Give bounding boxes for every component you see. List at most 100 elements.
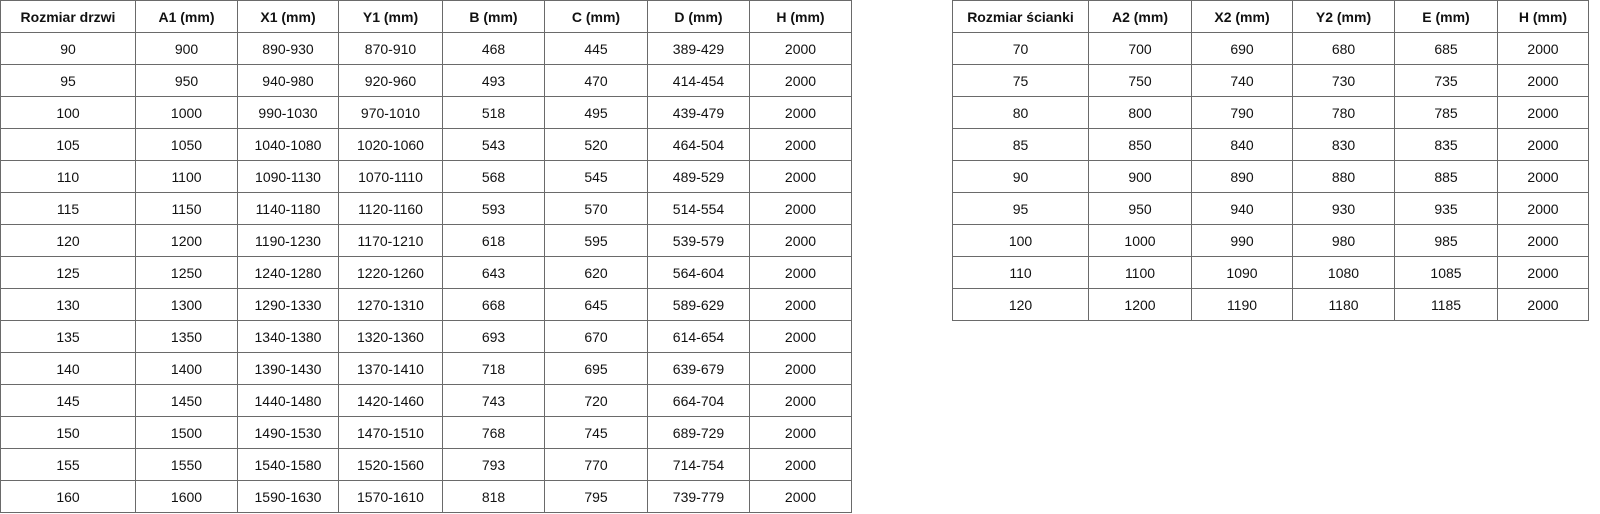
table-cell: 620 bbox=[544, 256, 648, 289]
table-cell: 160 bbox=[0, 480, 136, 513]
table-row: 160 1600 1590-1630 1570-1610 818 795 739-779 20… bbox=[0, 480, 852, 513]
table-cell: 145 bbox=[0, 384, 136, 417]
table-cell: 389-429 bbox=[647, 32, 750, 65]
table-cell: 800 bbox=[1088, 96, 1192, 129]
table-row: 145 1450 1440-1480 1420-1460 743 720 664-704 20… bbox=[0, 384, 852, 417]
table-cell: 593 bbox=[442, 192, 545, 225]
column-header: X2 (mm) bbox=[1191, 0, 1293, 33]
column-header: Rozmiar drzwi bbox=[0, 0, 136, 33]
table-cell: 1370-1410 bbox=[338, 352, 443, 385]
table-cell: 768 bbox=[442, 416, 545, 449]
table-cell: 1600 bbox=[135, 480, 238, 513]
table-cell: 135 bbox=[0, 320, 136, 353]
column-header: B (mm) bbox=[442, 0, 545, 33]
table-cell: 1540-1580 bbox=[237, 448, 339, 481]
column-header: Rozmiar ścianki bbox=[952, 0, 1089, 33]
table-cell: 1200 bbox=[1088, 288, 1192, 321]
table-cell: 920-960 bbox=[338, 64, 443, 97]
table-cell: 1185 bbox=[1394, 288, 1498, 321]
table-cell: 930 bbox=[1292, 192, 1395, 225]
table-cell: 990 bbox=[1191, 224, 1293, 257]
table-cell: 1150 bbox=[135, 192, 238, 225]
table-cell: 720 bbox=[544, 384, 648, 417]
table-cell: 1050 bbox=[135, 128, 238, 161]
table-cell: 950 bbox=[1088, 192, 1192, 225]
table-cell: 2000 bbox=[749, 320, 852, 353]
table-cell: 900 bbox=[135, 32, 238, 65]
table-cell: 890-930 bbox=[237, 32, 339, 65]
table-row: 110 1100 1090 1080 1085 2000 bbox=[952, 256, 1589, 289]
table-cell: 2000 bbox=[749, 352, 852, 385]
table-cell: 970-1010 bbox=[338, 96, 443, 129]
table-cell: 1000 bbox=[1088, 224, 1192, 257]
table-cell: 714-754 bbox=[647, 448, 750, 481]
table-cell: 785 bbox=[1394, 96, 1498, 129]
table-cell: 518 bbox=[442, 96, 545, 129]
table-row: 80 800 790 780 785 2000 bbox=[952, 96, 1589, 129]
table-cell: 1000 bbox=[135, 96, 238, 129]
table-cell: 568 bbox=[442, 160, 545, 193]
table-cell: 1170-1210 bbox=[338, 224, 443, 257]
table-cell: 2000 bbox=[749, 288, 852, 321]
table-cell: 1270-1310 bbox=[338, 288, 443, 321]
table-cell: 985 bbox=[1394, 224, 1498, 257]
table-cell: 2000 bbox=[1497, 128, 1589, 161]
table-cell: 1070-1110 bbox=[338, 160, 443, 193]
table-cell: 95 bbox=[0, 64, 136, 97]
table-cell: 1320-1360 bbox=[338, 320, 443, 353]
table-cell: 2000 bbox=[1497, 288, 1589, 321]
table-cell: 520 bbox=[544, 128, 648, 161]
column-header: D (mm) bbox=[647, 0, 750, 33]
table-cell: 100 bbox=[952, 224, 1089, 257]
table-cell: 1085 bbox=[1394, 256, 1498, 289]
table-cell: 900 bbox=[1088, 160, 1192, 193]
table-cell: 489-529 bbox=[647, 160, 750, 193]
table-cell: 105 bbox=[0, 128, 136, 161]
table-cell: 1390-1430 bbox=[237, 352, 339, 385]
table-cell: 885 bbox=[1394, 160, 1498, 193]
table-row: 90 900 890-930 870-910 468 445 389-429 2000 bbox=[0, 32, 852, 65]
table-cell: 689-729 bbox=[647, 416, 750, 449]
table-cell: 2000 bbox=[749, 32, 852, 65]
table-row: 70 700 690 680 685 2000 bbox=[952, 32, 1589, 65]
table-cell: 639-679 bbox=[647, 352, 750, 385]
table-cell: 1290-1330 bbox=[237, 288, 339, 321]
table-cell: 770 bbox=[544, 448, 648, 481]
table-cell: 980 bbox=[1292, 224, 1395, 257]
table-cell: 115 bbox=[0, 192, 136, 225]
table-row: 120 1200 1190-1230 1170-1210 618 595 539-579 20… bbox=[0, 224, 852, 257]
table-cell: 1090-1130 bbox=[237, 160, 339, 193]
table-row: 95 950 940 930 935 2000 bbox=[952, 192, 1589, 225]
table-cell: 130 bbox=[0, 288, 136, 321]
table-cell: 2000 bbox=[749, 416, 852, 449]
table-cell: 1220-1260 bbox=[338, 256, 443, 289]
table-cell: 2000 bbox=[1497, 256, 1589, 289]
table-cell: 990-1030 bbox=[237, 96, 339, 129]
table-cell: 890 bbox=[1191, 160, 1293, 193]
table-header-row: Rozmiar ścianki A2 (mm) X2 (mm) Y2 (mm) E (m… bbox=[952, 0, 1589, 33]
table-row: 90 900 890 880 885 2000 bbox=[952, 160, 1589, 193]
table-row: 110 1100 1090-1130 1070-1110 568 545 489-529 20… bbox=[0, 160, 852, 193]
column-header: X1 (mm) bbox=[237, 0, 339, 33]
table-cell: 740 bbox=[1191, 64, 1293, 97]
table-cell: 2000 bbox=[749, 480, 852, 513]
table-cell: 690 bbox=[1191, 32, 1293, 65]
table-cell: 735 bbox=[1394, 64, 1498, 97]
table-cell: 1590-1630 bbox=[237, 480, 339, 513]
table-cell: 1100 bbox=[1088, 256, 1192, 289]
table-cell: 693 bbox=[442, 320, 545, 353]
table-cell: 1490-1530 bbox=[237, 416, 339, 449]
column-header: A2 (mm) bbox=[1088, 0, 1192, 33]
table-cell: 2000 bbox=[1497, 64, 1589, 97]
table-row: 130 1300 1290-1330 1270-1310 668 645 589-629 20… bbox=[0, 288, 852, 321]
table-cell: 439-479 bbox=[647, 96, 750, 129]
table-cell: 1340-1380 bbox=[237, 320, 339, 353]
table-cell: 1500 bbox=[135, 416, 238, 449]
table-row: 85 850 840 830 835 2000 bbox=[952, 128, 1589, 161]
table-cell: 414-454 bbox=[647, 64, 750, 97]
table-cell: 718 bbox=[442, 352, 545, 385]
table-cell: 2000 bbox=[1497, 160, 1589, 193]
table-cell: 85 bbox=[952, 128, 1089, 161]
table-cell: 2000 bbox=[749, 96, 852, 129]
table-cell: 795 bbox=[544, 480, 648, 513]
